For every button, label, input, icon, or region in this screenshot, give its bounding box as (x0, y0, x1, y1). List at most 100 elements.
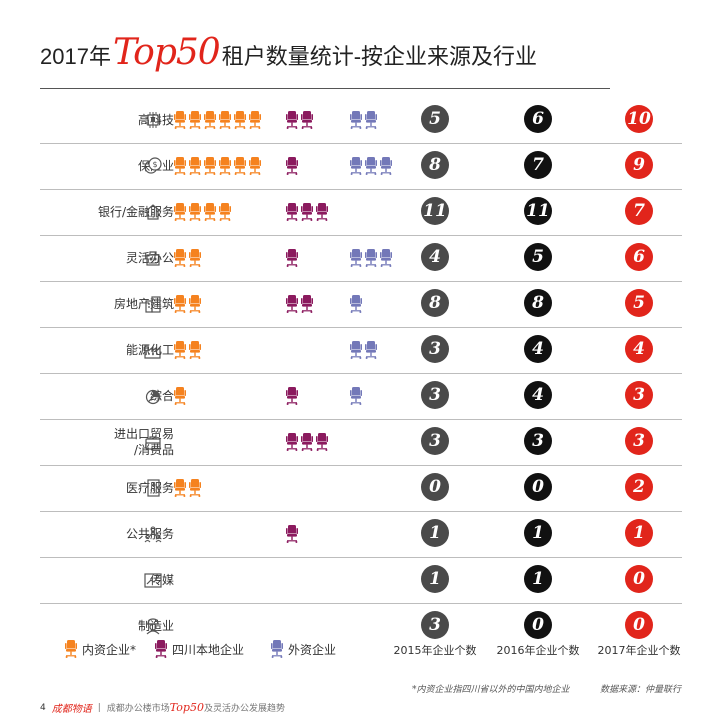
chart-line-icon (144, 571, 162, 589)
count-y2015: 3 (421, 381, 449, 409)
title-highlight: Top50 (112, 32, 221, 73)
title-suffix: 租户数量统计-按企业来源及行业 (221, 44, 538, 69)
chair-icon (249, 157, 261, 175)
industry-row: 传媒 1 1 0 (40, 557, 682, 604)
chair-icon (365, 157, 377, 175)
chair-icon (380, 249, 392, 267)
industry-row: 公共服务 1 1 1 (40, 511, 682, 558)
chair-icon (219, 157, 231, 175)
factory-icon (144, 341, 162, 359)
chair-icon (234, 157, 246, 175)
domestic-chairs (173, 249, 202, 267)
count-y2016: 0 (524, 611, 552, 639)
chair-icon (301, 111, 313, 129)
chair-icon (189, 157, 201, 175)
industry-label: 进出口贸易/消费品 (113, 427, 174, 457)
chair-icon (286, 111, 298, 129)
local-chairs (285, 295, 314, 313)
domestic-chairs (173, 157, 262, 175)
chair-icon (286, 295, 298, 313)
count-y2017: 10 (625, 105, 653, 133)
industry-label: 房地产建筑 (113, 297, 174, 311)
count-y2015: 8 (421, 289, 449, 317)
count-y2016: 3 (524, 427, 552, 455)
count-y2016: 0 (524, 473, 552, 501)
page-number: 4 (40, 702, 46, 713)
count-y2015: 3 (421, 427, 449, 455)
local-chairs (285, 433, 329, 451)
domestic-chairs (173, 295, 202, 313)
count-y2017: 5 (625, 289, 653, 317)
chair-icon (286, 387, 298, 405)
count-y2015: 5 (421, 105, 449, 133)
count-y2017: 4 (625, 335, 653, 363)
industry-row: 医疗服务 0 0 2 (40, 465, 682, 512)
title-divider (40, 88, 610, 89)
pie-icon (144, 387, 162, 405)
legend-foreign-label: 外资企业 (288, 642, 337, 657)
local-chairs (285, 249, 299, 267)
chair-icon (219, 203, 231, 221)
chair-icon (271, 640, 283, 658)
chair-icon (316, 203, 328, 221)
chair-icon (350, 387, 362, 405)
chair-icon (204, 203, 216, 221)
count-y2016: 4 (524, 335, 552, 363)
count-y2015: 0 (421, 473, 449, 501)
count-y2016: 8 (524, 289, 552, 317)
industry-label: 银行/金融服务 (97, 205, 174, 219)
column-header-2016: 2016年企业个数 (496, 644, 580, 657)
count-y2017: 7 (625, 197, 653, 225)
count-y2016: 1 (524, 565, 552, 593)
industry-row: 能源化工 3 4 4 (40, 327, 682, 374)
count-y2016: 5 (524, 243, 552, 271)
count-y2017: 2 (625, 473, 653, 501)
footer-divider: | (97, 702, 101, 713)
chair-icon (174, 157, 186, 175)
chair-icon (174, 249, 186, 267)
worker-icon (144, 617, 162, 635)
chair-icon (204, 111, 216, 129)
page-title: 2017年 Top50 租户数量统计-按企业来源及行业 (40, 32, 537, 76)
domestic-chairs (173, 387, 187, 405)
chair-icon (174, 111, 186, 129)
count-y2016: 11 (524, 197, 552, 225)
building-icon (144, 295, 162, 313)
chair-icon (219, 111, 231, 129)
chair-icon (365, 249, 377, 267)
industry-row: 灵活办公456 (40, 235, 682, 282)
svg-text:$: $ (152, 160, 157, 169)
chair-icon (286, 525, 298, 543)
footer-text: 成都办公楼市场Top50及灵活办公发展趋势 (106, 701, 285, 714)
column-header-2015: 2015年企业个数 (393, 644, 477, 657)
foreign-chairs (349, 249, 393, 267)
industry-row: 银行/金融服务 $11 11 7 (40, 189, 682, 236)
legend-domestic: 内资企业* (64, 640, 136, 658)
chair-icon (249, 111, 261, 129)
chair-icon (286, 249, 298, 267)
medical-icon (144, 479, 162, 497)
people-icon (144, 525, 162, 543)
domestic-chairs (173, 203, 232, 221)
chair-icon (350, 341, 362, 359)
industry-label: 传媒 (149, 573, 174, 587)
industry-row: 进出口贸易/消费品 3 3 3 (40, 419, 682, 466)
chip-icon (144, 111, 162, 129)
chair-icon (189, 203, 201, 221)
chair-icon (316, 433, 328, 451)
count-y2015: 1 (421, 519, 449, 547)
chair-icon (189, 111, 201, 129)
legend-foreign: 外资企业 (270, 640, 336, 658)
domestic-chairs (173, 341, 202, 359)
chair-icon (380, 157, 392, 175)
foreign-chairs (349, 295, 363, 313)
page-footer: 4 成都物语 | 成都办公楼市场Top50及灵活办公发展趋势 (40, 700, 285, 715)
count-y2015: 3 (421, 335, 449, 363)
chair-icon (155, 640, 167, 658)
chair-icon (350, 295, 362, 313)
legend-local: 四川本地企业 (154, 640, 244, 658)
chair-icon (365, 111, 377, 129)
count-y2017: 1 (625, 519, 653, 547)
domestic-chairs (173, 111, 262, 129)
chair-icon (286, 203, 298, 221)
